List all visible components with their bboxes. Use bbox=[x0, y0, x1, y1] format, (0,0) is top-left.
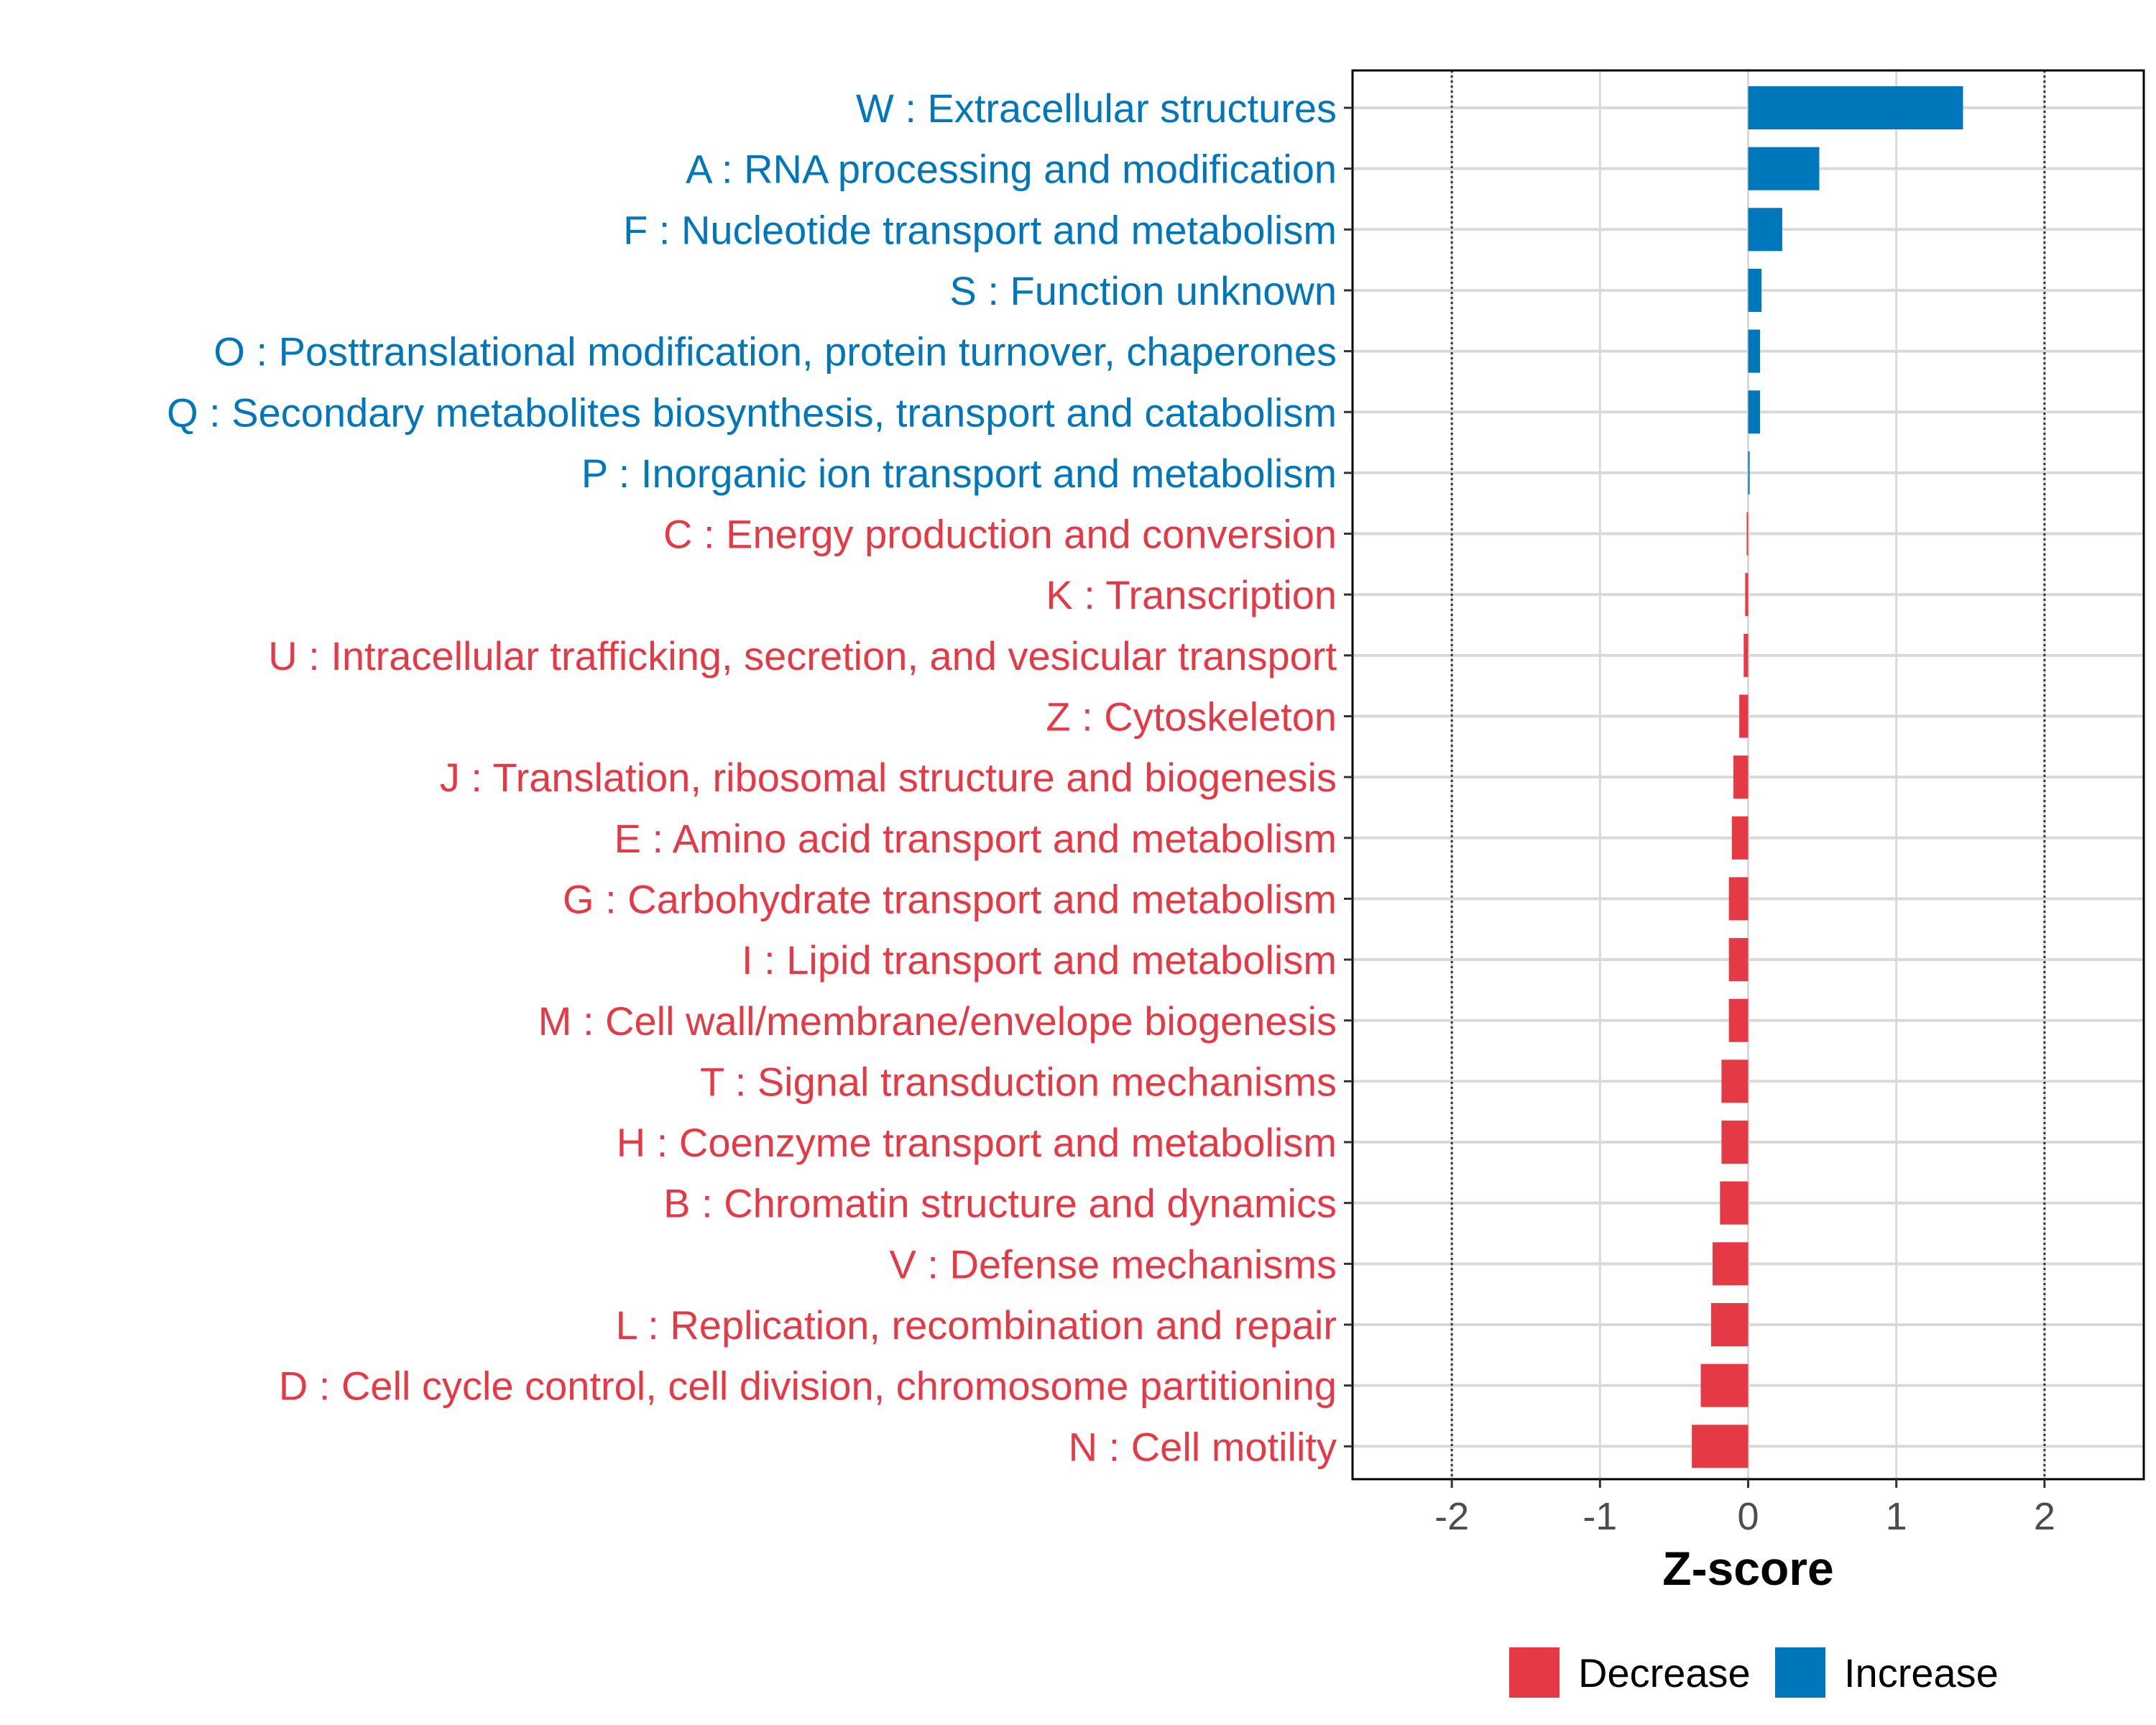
bar bbox=[1692, 1425, 1749, 1468]
bar bbox=[1710, 1303, 1749, 1346]
bar bbox=[1721, 1121, 1749, 1164]
category-label: L : Replication, recombination and repai… bbox=[616, 1302, 1337, 1348]
category-label: P : Inorganic ion transport and metaboli… bbox=[581, 451, 1337, 496]
reference-lines bbox=[1450, 70, 2046, 1479]
bar bbox=[1748, 208, 1782, 252]
x-axis-title: Z-score bbox=[1662, 1542, 1833, 1595]
legend-label: Decrease bbox=[1578, 1650, 1751, 1696]
bar bbox=[1748, 390, 1760, 434]
bar bbox=[1748, 86, 1963, 129]
category-label: O : Posttranslational modification, prot… bbox=[213, 329, 1337, 374]
legend-swatch bbox=[1509, 1647, 1560, 1698]
category-label: G : Carbohydrate transport and metabolis… bbox=[563, 876, 1337, 921]
category-label: H : Coenzyme transport and metabolism bbox=[617, 1120, 1337, 1165]
category-label: Q : Secondary metabolites biosynthesis, … bbox=[167, 390, 1337, 435]
bar bbox=[1745, 573, 1749, 617]
bar bbox=[1748, 329, 1760, 373]
legend-swatch bbox=[1775, 1647, 1825, 1698]
category-label: E : Amino acid transport and metabolism bbox=[614, 816, 1337, 861]
x-tick-label: 2 bbox=[2034, 1495, 2055, 1538]
category-label: M : Cell wall/membrane/envelope biogenes… bbox=[538, 998, 1337, 1044]
bar bbox=[1720, 1181, 1749, 1225]
category-label: D : Cell cycle control, cell division, c… bbox=[279, 1363, 1337, 1409]
bar bbox=[1728, 998, 1749, 1042]
bar bbox=[1748, 268, 1762, 312]
category-label: V : Defense mechanisms bbox=[890, 1241, 1337, 1287]
category-label: A : RNA processing and modification bbox=[686, 147, 1337, 192]
category-label: C : Energy production and conversion bbox=[663, 512, 1337, 557]
category-label: N : Cell motility bbox=[1069, 1424, 1337, 1469]
category-label: T : Signal transduction mechanisms bbox=[700, 1059, 1337, 1104]
bar bbox=[1746, 512, 1749, 556]
x-tick-label: 1 bbox=[1886, 1495, 1907, 1538]
legend: Decrease Increase bbox=[1509, 1647, 1999, 1698]
bar bbox=[1731, 816, 1749, 860]
x-tick-label: -1 bbox=[1583, 1495, 1617, 1538]
bar bbox=[1721, 1059, 1749, 1103]
bar bbox=[1728, 877, 1749, 921]
category-label: Z : Cytoskeleton bbox=[1046, 694, 1337, 740]
category-label: B : Chromatin structure and dynamics bbox=[663, 1181, 1337, 1226]
bar bbox=[1700, 1363, 1749, 1407]
category-label: U : Intracellular trafficking, secretion… bbox=[268, 633, 1337, 678]
bar bbox=[1743, 633, 1749, 677]
category-label: W : Extracellular structures bbox=[856, 86, 1337, 131]
legend-label: Increase bbox=[1844, 1650, 1999, 1696]
bars bbox=[1692, 86, 1963, 1468]
category-labels: W : Extracellular structures A : RNA proc… bbox=[167, 86, 1337, 1469]
bar bbox=[1748, 147, 1820, 190]
bar bbox=[1733, 755, 1749, 799]
bar bbox=[1739, 694, 1749, 738]
x-axis-ticks: -2 -1 0 1 2 bbox=[1434, 1479, 2055, 1538]
category-label: I : Lipid transport and metabolism bbox=[742, 937, 1337, 983]
category-label: F : Nucleotide transport and metabolism bbox=[623, 207, 1337, 252]
x-tick-label: 0 bbox=[1737, 1495, 1759, 1538]
bar bbox=[1748, 451, 1750, 494]
category-label: S : Function unknown bbox=[949, 268, 1337, 313]
bar bbox=[1713, 1242, 1749, 1286]
category-label: J : Translation, ribosomal structure and… bbox=[440, 755, 1337, 800]
x-tick-label: -2 bbox=[1434, 1495, 1469, 1538]
category-label: K : Transcription bbox=[1046, 572, 1337, 617]
bar bbox=[1728, 938, 1749, 982]
y-tick-marks bbox=[1344, 106, 1353, 1448]
